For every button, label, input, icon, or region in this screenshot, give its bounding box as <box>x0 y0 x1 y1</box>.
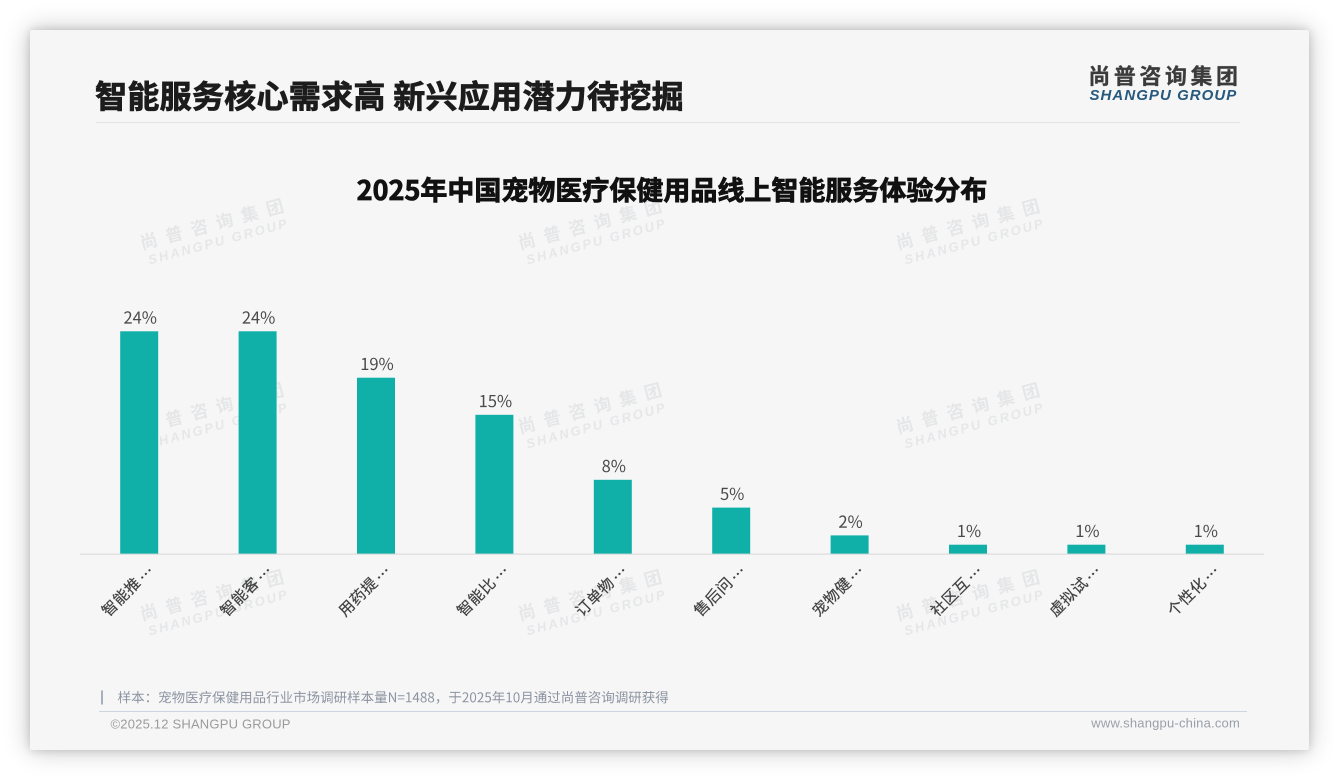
svg-text:www.shangpu-china.com: www.shangpu-china.com <box>1090 716 1240 731</box>
svg-text:SHANGPU GROUP: SHANGPU GROUP <box>1090 87 1238 104</box>
svg-text:©2025.12 SHANGPU GROUP: ©2025.12 SHANGPU GROUP <box>111 717 291 732</box>
